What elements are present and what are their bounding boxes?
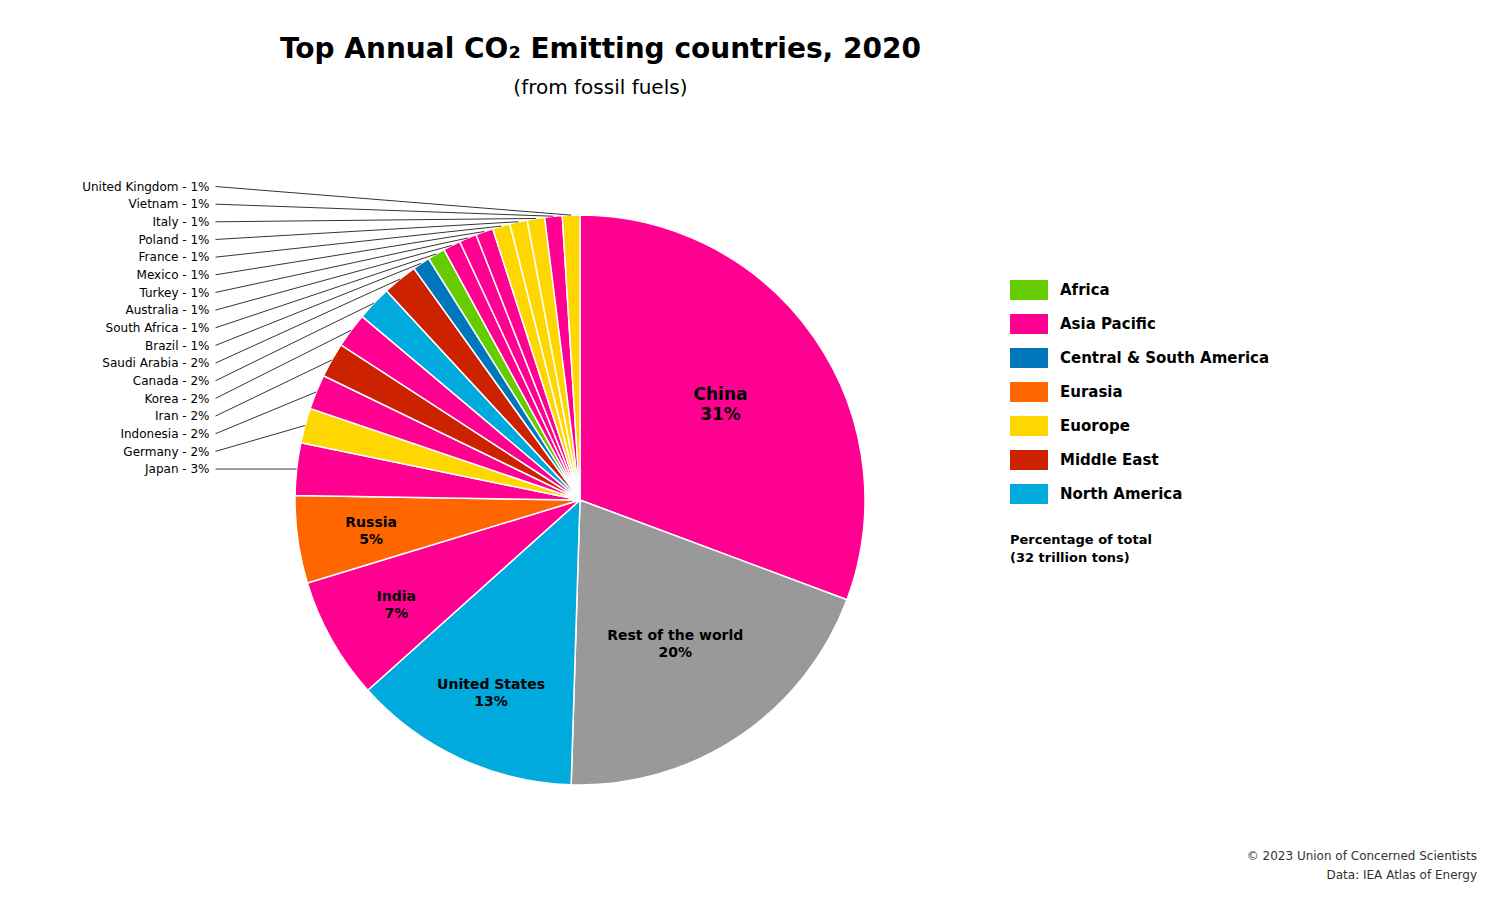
slice-label-name: India (377, 588, 416, 604)
leader-line (216, 392, 317, 434)
note: Percentage of total (1010, 532, 1152, 547)
slice-label-name: China (694, 384, 748, 404)
subtitle: (from fossil fuels) (513, 75, 687, 99)
legend-label: Eurasia (1060, 383, 1123, 401)
leader-line (216, 303, 374, 381)
legend-label: North America (1060, 485, 1182, 503)
legend-label: Euorope (1060, 417, 1130, 435)
leader-line (216, 254, 437, 328)
leader-line (216, 426, 305, 452)
slice-label: Japan - 3% (144, 462, 209, 476)
slice-label-name: Russia (345, 514, 397, 530)
legend-swatch (1010, 450, 1048, 470)
slice (545, 216, 580, 500)
slice-label: Poland - 1% (138, 233, 209, 247)
slice-label: Indonesia - 2% (120, 427, 209, 441)
slice (295, 496, 580, 583)
slice-label: Korea - 2% (144, 392, 209, 406)
data-labels: China31% Rest of the world20% United State… (82, 180, 747, 709)
leader-line (216, 330, 352, 398)
slice-label: Vietnam - 1% (128, 197, 209, 211)
slice-label: India7% (377, 588, 416, 621)
slice-label-value: 31% (700, 404, 741, 424)
legend-swatch (1010, 348, 1048, 368)
note: (32 trillion tons) (1010, 550, 1130, 565)
slice (571, 500, 847, 785)
legend-label: Africa (1060, 281, 1110, 299)
legend-label: Asia Pacific (1060, 315, 1156, 333)
slice-label: China31% (694, 384, 748, 424)
leader-line (216, 238, 468, 292)
legend-swatch (1010, 280, 1048, 300)
slice (562, 215, 580, 500)
slice-label: Rest of the world20% (607, 627, 743, 660)
slice-label: Germany - 2% (123, 445, 209, 459)
legend-swatch (1010, 314, 1048, 334)
title: Top Annual CO₂ Emitting countries, 2020 (280, 32, 921, 65)
leader-line (216, 204, 554, 216)
slice-label: Australia - 1% (125, 303, 209, 317)
slice-label: France - 1% (139, 250, 210, 264)
slice-label-value: 7% (384, 605, 408, 621)
slice-label-value: 13% (474, 693, 508, 709)
leader-line (216, 279, 400, 363)
leader-line (216, 232, 485, 275)
slice-label: Brazil - 1% (145, 339, 209, 353)
slice-label: South Africa - 1% (106, 321, 210, 335)
leader-line (216, 226, 502, 257)
leader-line (216, 469, 297, 470)
slice-label-name: Rest of the world (607, 627, 743, 643)
leader-line (216, 245, 452, 310)
slice-label: Mexico - 1% (137, 268, 210, 282)
slice-label: Canada - 2% (133, 374, 210, 388)
chart: Top Annual CO₂ Emitting countries, 2020 (… (0, 0, 1501, 901)
legend-swatch (1010, 484, 1048, 504)
legend: Africa Asia Pacific Central & South Americ… (1010, 280, 1269, 565)
legend-label: Central & South America (1060, 349, 1269, 367)
slice-label: Russia5% (345, 514, 397, 547)
slice-label: United States13% (437, 676, 545, 709)
leader-line (216, 222, 519, 240)
footnote: Data: IEA Atlas of Energy (1326, 868, 1477, 882)
slice-label: Turkey - 1% (138, 286, 209, 300)
slice-label: Italy - 1% (152, 215, 209, 229)
legend-label: Middle East (1060, 451, 1159, 469)
slice-label-value: 5% (359, 531, 383, 547)
pie: China31% Rest of the world20% United State… (82, 180, 865, 785)
slices (295, 215, 865, 785)
slice-label: Iran - 2% (155, 409, 209, 423)
legend-swatch (1010, 382, 1048, 402)
slice-label-value: 20% (659, 644, 693, 660)
leader-line (216, 263, 422, 345)
slice-label: United Kingdom - 1% (82, 180, 209, 194)
leader-line (216, 360, 332, 416)
legend-swatch (1010, 416, 1048, 436)
slice-label-name: United States (437, 676, 545, 692)
leader-line (216, 218, 536, 221)
slice-label: Saudi Arabia - 2% (102, 356, 209, 370)
footnote: © 2023 Union of Concerned Scientists (1247, 849, 1477, 863)
